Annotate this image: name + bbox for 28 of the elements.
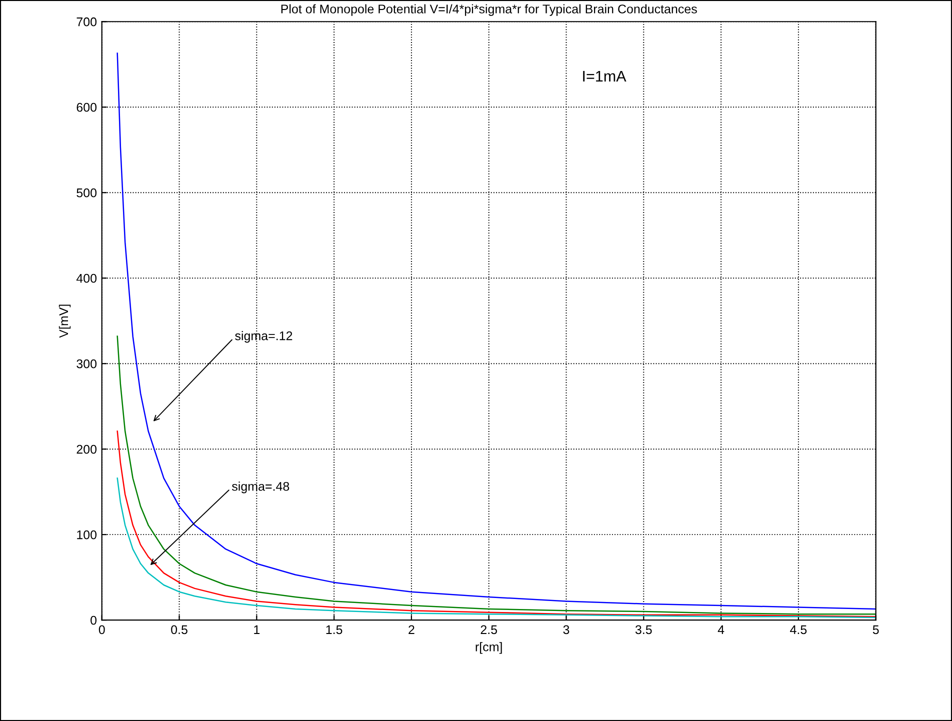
line-series (116, 52, 876, 610)
y-axis-title: V[mV] (58, 304, 71, 338)
chart-title: Plot of Monopole Potential V=I/4*pi*sigma*r for Typical Brain Conductances (281, 4, 697, 16)
x-tick-label: 0.5 (171, 625, 188, 634)
x-tick-label: 4 (718, 625, 724, 634)
y-tick-label: 300 (76, 359, 97, 368)
x-tick-label: 5 (872, 625, 879, 634)
x-tick-label: 3 (563, 625, 570, 634)
y-tick-label: 600 (76, 102, 97, 112)
y-tick-label: 100 (77, 530, 97, 540)
y-tick-label: 700 (76, 17, 97, 26)
x-tick-label: 0 (98, 625, 105, 634)
y-tick-label: 500 (76, 188, 97, 198)
x-tick-label: 2 (408, 625, 414, 634)
annotation: sigma=.12 (235, 331, 292, 343)
y-tick-label: 200 (76, 444, 97, 454)
line-series (116, 478, 876, 618)
line-series (116, 430, 876, 618)
x-tick-label: 3.5 (635, 625, 652, 634)
annotation: sigma=.48 (232, 482, 290, 494)
x-tick-label: 2.5 (480, 625, 498, 634)
x-tick-label: 1.5 (326, 625, 342, 634)
y-tick-label: 400 (76, 274, 97, 283)
x-axis-title: r[cm] (476, 642, 502, 654)
x-tick-label: 4.5 (790, 625, 807, 634)
annotation: I=1mA (583, 70, 626, 82)
y-tick-label: 0 (90, 616, 97, 625)
x-tick-label: 1 (254, 625, 260, 634)
